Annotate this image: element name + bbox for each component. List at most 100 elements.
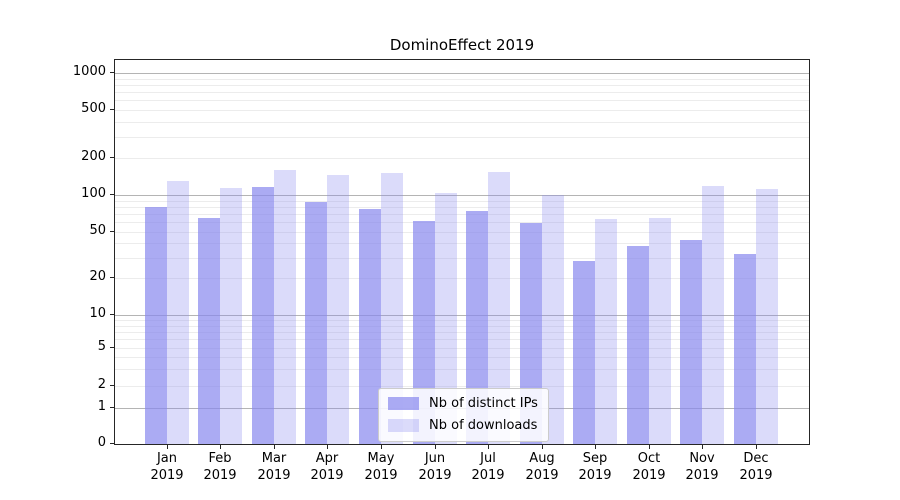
x-tick-year-dec: 2019 [739, 468, 773, 483]
x-tick-mark-may [381, 445, 382, 449]
bar-dec-downloads [756, 189, 778, 444]
y-tick-label-2: 2 [97, 377, 106, 392]
legend-swatch-downloads [388, 419, 419, 432]
y-tick-mark-20 [110, 277, 114, 278]
x-tick-label-jan: Jan 2019 [139, 450, 195, 484]
x-tick-label-jun: Jun 2019 [407, 450, 463, 484]
x-tick-mark-nov [702, 445, 703, 449]
x-tick-month-mar: Mar [261, 451, 287, 466]
x-tick-month-feb: Feb [208, 451, 232, 466]
y-tick-label-200: 200 [81, 149, 106, 164]
legend-label-distinct-ips: Nb of distinct IPs [429, 396, 538, 411]
x-tick-label-may: May 2019 [353, 450, 409, 484]
bar-dec-distinct-ips [734, 254, 756, 444]
x-tick-mark-feb [220, 445, 221, 449]
plot-area: Nb of distinct IPs Nb of downloads [114, 59, 810, 445]
x-tick-year-may: 2019 [364, 468, 398, 483]
legend-item-downloads: Nb of downloads [388, 418, 538, 433]
gridline-minor-400 [115, 122, 809, 123]
x-tick-mark-jun [435, 445, 436, 449]
gridline-minor-700 [115, 92, 809, 93]
y-tick-mark-100 [110, 194, 114, 195]
y-tick-label-20: 20 [89, 269, 106, 284]
legend: Nb of distinct IPs Nb of downloads [378, 388, 549, 442]
bar-nov-distinct-ips [680, 240, 702, 444]
x-tick-mark-jan [167, 445, 168, 449]
x-tick-year-mar: 2019 [257, 468, 291, 483]
y-tick-label-500: 500 [81, 101, 106, 116]
x-tick-month-apr: Apr [315, 451, 339, 466]
bar-jan-downloads [167, 181, 189, 444]
x-tick-mark-oct [649, 445, 650, 449]
x-tick-year-sep: 2019 [578, 468, 612, 483]
x-tick-mark-aug [542, 445, 543, 449]
x-tick-mark-mar [274, 445, 275, 449]
x-tick-month-jun: Jun [424, 451, 446, 466]
y-tick-label-10: 10 [89, 306, 106, 321]
y-tick-label-1000: 1000 [72, 64, 106, 79]
bar-mar-downloads [274, 170, 296, 444]
legend-label-downloads: Nb of downloads [429, 418, 538, 433]
gridline-major-1000 [115, 73, 809, 74]
y-tick-label-1: 1 [97, 399, 106, 414]
y-tick-mark-5 [110, 347, 114, 348]
y-tick-label-5: 5 [97, 339, 106, 354]
y-tick-mark-0 [110, 443, 114, 444]
x-tick-mark-dec [756, 445, 757, 449]
bar-mar-distinct-ips [252, 187, 274, 444]
x-tick-label-mar: Mar 2019 [246, 450, 302, 484]
x-tick-month-oct: Oct [637, 451, 661, 466]
bar-jul-downloads [488, 172, 510, 444]
bar-feb-downloads [220, 188, 242, 444]
x-tick-year-jan: 2019 [150, 468, 184, 483]
y-tick-label-50: 50 [89, 223, 106, 238]
x-tick-label-sep: Sep 2019 [567, 450, 623, 484]
y-tick-mark-1 [110, 407, 114, 408]
bar-sep-distinct-ips [573, 261, 595, 444]
gridline-minor-200 [115, 158, 809, 159]
bar-feb-distinct-ips [198, 218, 220, 444]
x-tick-label-feb: Feb 2019 [192, 450, 248, 484]
gridline-minor-600 [115, 100, 809, 101]
x-tick-month-nov: Nov [689, 451, 715, 466]
x-tick-label-aug: Aug 2019 [514, 450, 570, 484]
x-tick-year-aug: 2019 [525, 468, 559, 483]
y-tick-mark-200 [110, 157, 114, 158]
x-tick-mark-apr [327, 445, 328, 449]
x-tick-label-nov: Nov 2019 [674, 450, 730, 484]
bar-apr-distinct-ips [305, 202, 327, 444]
legend-swatch-distinct-ips [388, 397, 419, 410]
x-tick-mark-jul [488, 445, 489, 449]
y-tick-mark-10 [110, 314, 114, 315]
x-tick-year-nov: 2019 [685, 468, 719, 483]
x-tick-mark-sep [595, 445, 596, 449]
x-tick-month-aug: Aug [529, 451, 555, 466]
x-tick-year-feb: 2019 [203, 468, 237, 483]
x-tick-year-jul: 2019 [471, 468, 505, 483]
y-tick-mark-2 [110, 385, 114, 386]
bar-may-distinct-ips [359, 209, 381, 444]
x-tick-year-oct: 2019 [632, 468, 666, 483]
x-tick-month-dec: Dec [743, 451, 769, 466]
chart-title: DominoEffect 2019 [389, 36, 535, 54]
y-tick-mark-500 [110, 109, 114, 110]
x-tick-year-jun: 2019 [418, 468, 452, 483]
y-tick-label-0: 0 [97, 435, 106, 450]
y-tick-mark-1000 [110, 72, 114, 73]
bar-oct-downloads [649, 218, 671, 444]
y-tick-mark-50 [110, 231, 114, 232]
bar-jun-downloads [435, 193, 457, 444]
x-tick-label-apr: Apr 2019 [299, 450, 355, 484]
x-tick-label-dec: Dec 2019 [728, 450, 784, 484]
gridline-minor-800 [115, 85, 809, 86]
x-tick-label-oct: Oct 2019 [621, 450, 677, 484]
x-tick-month-may: May [367, 451, 395, 466]
x-tick-month-jul: Jul [480, 451, 496, 466]
gridline-minor-500 [115, 110, 809, 111]
y-tick-label-100: 100 [81, 186, 106, 201]
x-tick-label-jul: Jul 2019 [460, 450, 516, 484]
bar-jul-distinct-ips [466, 211, 488, 444]
legend-item-distinct-ips: Nb of distinct IPs [388, 396, 538, 411]
bar-oct-distinct-ips [627, 246, 649, 444]
